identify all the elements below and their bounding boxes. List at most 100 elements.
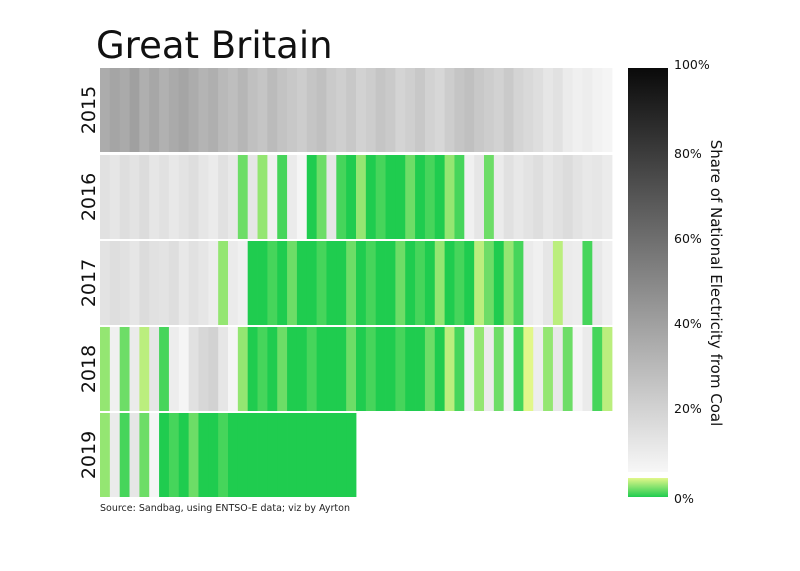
heatmap-cell (277, 327, 288, 411)
heatmap-cell (336, 327, 347, 411)
heatmap-cell (356, 155, 367, 239)
colorbar-ticks: 100% 80% 60% 40% 20% 0% (674, 57, 710, 506)
heatmap-cell (395, 155, 406, 239)
heatmap-cell (513, 241, 524, 325)
heatmap-cell (218, 413, 229, 497)
heatmap-cell (464, 68, 475, 152)
heatmap-cell (100, 241, 111, 325)
heatmap-cell (602, 327, 613, 411)
heatmap-cell (208, 241, 219, 325)
heatmap-cell (464, 241, 475, 325)
heatmap-cell (572, 68, 583, 152)
heatmap-cell (543, 155, 554, 239)
heatmap-cell (326, 155, 337, 239)
heatmap-cell (306, 155, 318, 239)
heatmap-cell (474, 68, 485, 152)
heatmap-cell (375, 68, 386, 152)
heatmap-cell (316, 413, 327, 497)
heatmap-cell (198, 241, 209, 325)
heatmap-cell (168, 68, 180, 152)
heatmap-cell (484, 68, 495, 152)
heatmap-cell (228, 327, 239, 411)
colorbar-tick-label: 60% (674, 231, 702, 246)
heatmap-cell (129, 327, 140, 411)
colorbar-gray (628, 68, 668, 472)
heatmap-cell (267, 68, 278, 152)
heatmap-cell (149, 327, 160, 411)
heatmap-cell (178, 413, 190, 497)
colorbar-green (628, 478, 668, 497)
heatmap-cell (149, 155, 160, 239)
heatmap-cell (484, 327, 495, 411)
heatmap-cell (513, 68, 524, 152)
year-label: 2017 (78, 259, 100, 307)
heatmap-cell (257, 68, 268, 152)
heatmap-cell (159, 68, 170, 152)
colorbar-tick-label: 20% (674, 401, 702, 416)
heatmap-cell (326, 327, 337, 411)
heatmap-cell (100, 413, 111, 497)
heatmap-cell (336, 241, 347, 325)
heatmap-cell (109, 241, 121, 325)
heatmap-cell (503, 327, 514, 411)
heatmap-cell (129, 241, 140, 325)
colorbar-label: Share of National Electricity from Coal (707, 140, 725, 427)
heatmap-cell (385, 68, 396, 152)
heatmap-cell (267, 413, 278, 497)
heatmap-cell (582, 155, 593, 239)
heatmap-cell (336, 68, 347, 152)
heatmap-cell (139, 68, 150, 152)
heatmap-cell (109, 155, 121, 239)
heatmap-cell (592, 68, 603, 152)
heatmap-cell (119, 241, 130, 325)
heatmap-cell (454, 155, 465, 239)
heatmap-cell (533, 241, 544, 325)
heatmap-cell (602, 68, 613, 152)
heatmap-cell (129, 68, 140, 152)
heatmap-cell (405, 241, 416, 325)
colorbar-tick-label: 0% (674, 491, 694, 506)
heatmap-cell (257, 241, 268, 325)
year-label: 2019 (78, 431, 100, 479)
heatmap-row-2019: 2019 (78, 413, 357, 497)
heatmap-cell (168, 155, 180, 239)
heatmap-cell (296, 327, 308, 411)
heatmap-cell (552, 155, 564, 239)
heatmap-cell (474, 241, 485, 325)
heatmap-cell (168, 241, 180, 325)
heatmap-cell (316, 241, 327, 325)
heatmap-cell (375, 327, 386, 411)
heatmap-cell (178, 155, 190, 239)
heatmap-cell (365, 68, 377, 152)
heatmap-cell (237, 413, 249, 497)
heatmap-cell (336, 155, 347, 239)
heatmap-cell (523, 327, 534, 411)
heatmap-cell (287, 413, 298, 497)
heatmap-cell (178, 327, 190, 411)
chart-title: Great Britain (96, 24, 333, 67)
year-label: 2015 (78, 86, 100, 134)
heatmap-cell (257, 155, 268, 239)
heatmap-cell (287, 327, 298, 411)
heatmap-cell (237, 241, 249, 325)
heatmap-cell (237, 68, 249, 152)
heatmap-cell (296, 241, 308, 325)
heatmap-cell (208, 155, 219, 239)
heatmap-cell (198, 155, 209, 239)
heatmap-cell (493, 327, 505, 411)
heatmap-cell (552, 327, 564, 411)
heatmap-cell (375, 155, 386, 239)
heatmap-cell (464, 155, 475, 239)
heatmap-cell (405, 155, 416, 239)
heatmap-cell (247, 413, 258, 497)
heatmap-cell (129, 155, 140, 239)
heatmap-cell (582, 241, 593, 325)
heatmap-cell (109, 327, 121, 411)
heatmap-cell (474, 155, 485, 239)
heatmap-cell (316, 155, 327, 239)
heatmap-cell (188, 327, 199, 411)
heatmap-row-2016: 2016 (78, 155, 613, 239)
heatmap-cell (100, 327, 111, 411)
heatmap-cell (572, 155, 583, 239)
heatmap-cell (188, 241, 199, 325)
